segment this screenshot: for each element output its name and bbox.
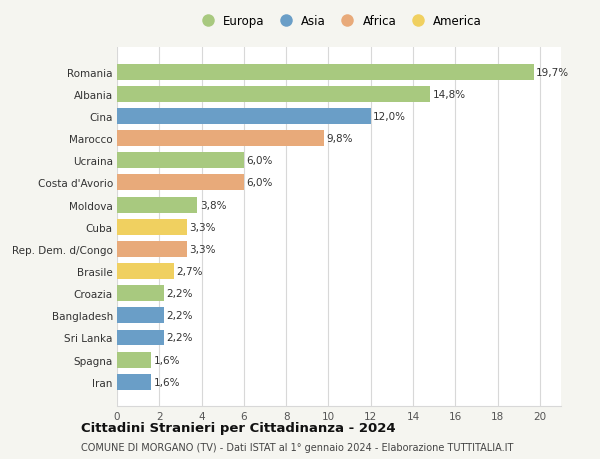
Text: Cittadini Stranieri per Cittadinanza - 2024: Cittadini Stranieri per Cittadinanza - 2… — [81, 421, 395, 434]
Bar — [117, 330, 164, 346]
Bar — [117, 175, 244, 191]
Text: 3,3%: 3,3% — [190, 222, 216, 232]
Text: 2,2%: 2,2% — [166, 333, 193, 343]
Legend: Europa, Asia, Africa, America: Europa, Asia, Africa, America — [196, 15, 482, 28]
Bar — [117, 109, 371, 124]
Text: 14,8%: 14,8% — [433, 90, 466, 100]
Text: 12,0%: 12,0% — [373, 112, 406, 122]
Text: 1,6%: 1,6% — [154, 355, 180, 365]
Bar — [117, 263, 174, 280]
Bar — [117, 131, 324, 147]
Bar — [117, 64, 533, 80]
Text: 19,7%: 19,7% — [536, 67, 569, 78]
Text: 2,2%: 2,2% — [166, 289, 193, 298]
Text: 2,7%: 2,7% — [176, 266, 203, 276]
Bar — [117, 308, 164, 324]
Bar — [117, 374, 151, 390]
Text: 1,6%: 1,6% — [154, 377, 180, 387]
Text: 2,2%: 2,2% — [166, 311, 193, 321]
Text: 9,8%: 9,8% — [327, 134, 353, 144]
Bar — [117, 87, 430, 102]
Bar — [117, 241, 187, 257]
Bar — [117, 197, 197, 213]
Text: COMUNE DI MORGANO (TV) - Dati ISTAT al 1° gennaio 2024 - Elaborazione TUTTITALIA: COMUNE DI MORGANO (TV) - Dati ISTAT al 1… — [81, 442, 514, 452]
Bar — [117, 153, 244, 169]
Bar — [117, 285, 164, 302]
Bar — [117, 352, 151, 368]
Bar — [117, 219, 187, 235]
Text: 3,3%: 3,3% — [190, 244, 216, 254]
Text: 3,8%: 3,8% — [200, 200, 226, 210]
Text: 6,0%: 6,0% — [247, 156, 273, 166]
Text: 6,0%: 6,0% — [247, 178, 273, 188]
